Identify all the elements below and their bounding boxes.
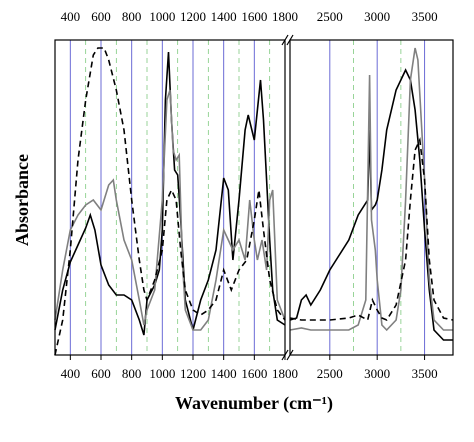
x-tick-label-top: 3500 — [412, 9, 438, 24]
x-tick-label-top: 1000 — [149, 9, 175, 24]
x-tick-label: 3000 — [364, 366, 390, 381]
axis-break — [281, 34, 294, 361]
x-tick-label: 1400 — [211, 366, 237, 381]
x-tick-label-top: 800 — [122, 9, 142, 24]
x-tick-label: 800 — [122, 366, 142, 381]
x-tick-label-top: 1200 — [180, 9, 206, 24]
x-tick-label: 1600 — [241, 366, 267, 381]
x-tick-label-top: 3000 — [364, 9, 390, 24]
x-axis-label: Wavenumber (cm⁻¹) — [175, 393, 333, 414]
x-tick-label: 600 — [91, 366, 111, 381]
x-tick-label: 1200 — [180, 366, 206, 381]
y-axis-label: Absorbance — [12, 154, 32, 246]
x-tick-label: 1000 — [149, 366, 175, 381]
spectrum-line — [54, 51, 286, 336]
spectrum-line — [289, 68, 453, 341]
spectrum-line — [289, 47, 453, 332]
x-tick-label: 2500 — [317, 366, 343, 381]
x-tick-label: 400 — [61, 366, 81, 381]
x-tick-label-top: 400 — [61, 9, 81, 24]
x-tick-label-top: 2500 — [317, 9, 343, 24]
spectrum-line — [54, 89, 286, 331]
plot-frame — [54, 39, 286, 356]
spectrum-line — [54, 47, 286, 356]
x-tick-label-top: 1600 — [241, 9, 267, 24]
x-tick-label-top: 600 — [91, 9, 111, 24]
plot-frame — [289, 39, 454, 356]
x-tick-label: 3500 — [412, 366, 438, 381]
x-tick-label-top: 1400 — [211, 9, 237, 24]
x-tick-label-top: 1800 — [272, 9, 298, 24]
x-tick-label: 1800 — [272, 366, 298, 381]
spectrum-line — [289, 137, 454, 322]
